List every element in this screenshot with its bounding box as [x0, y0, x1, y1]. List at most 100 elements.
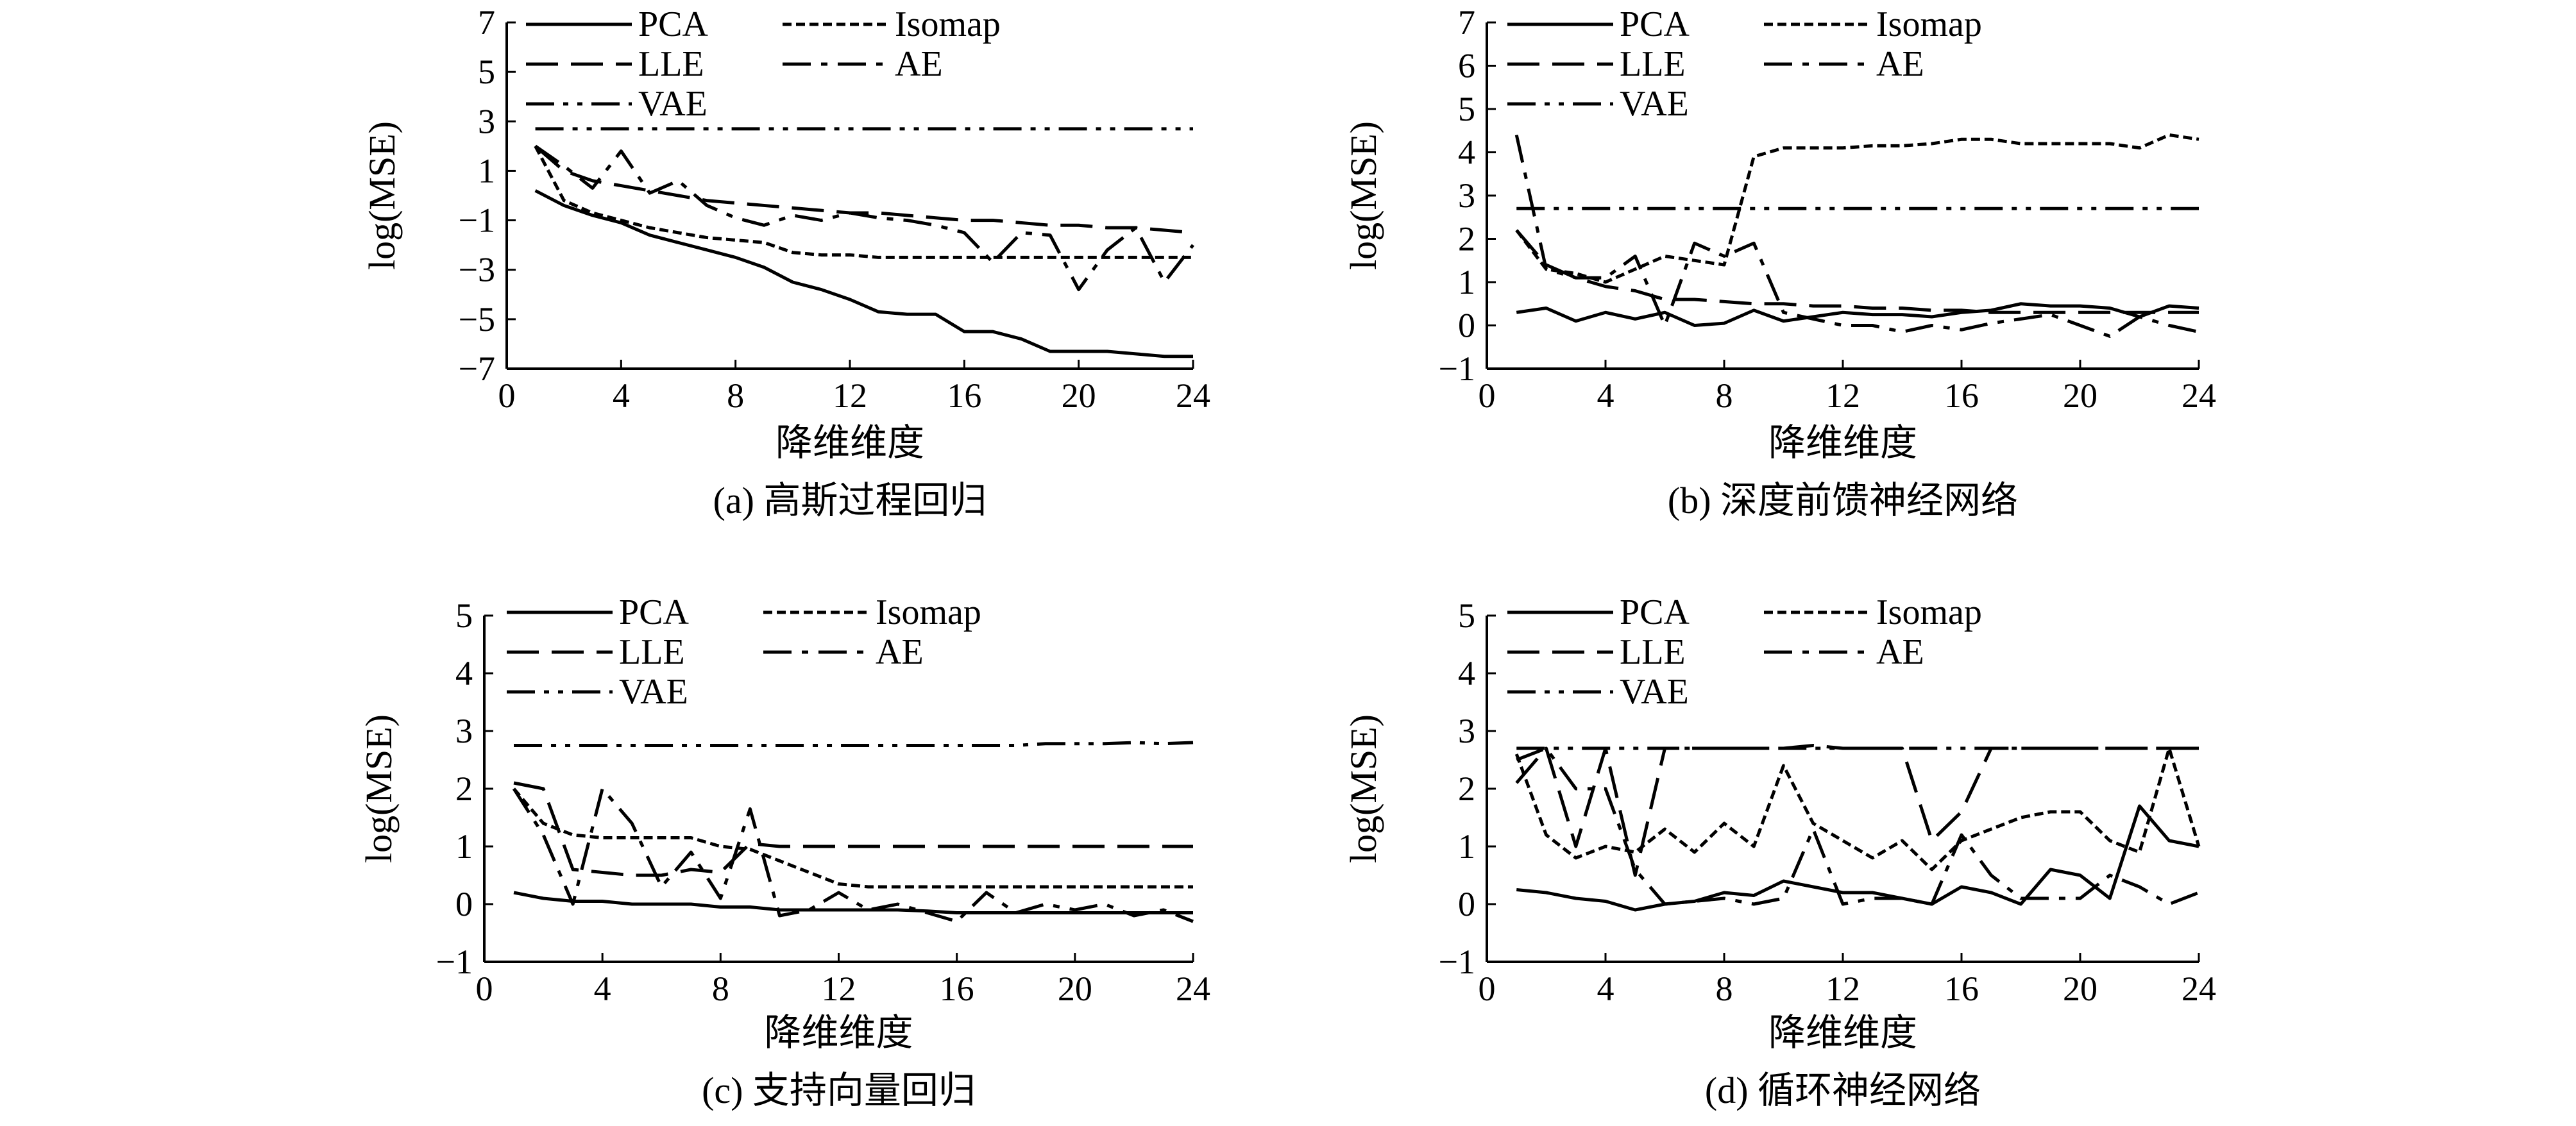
series-line-lle — [513, 781, 1193, 877]
chart-caption: (d) 循环神经网络 — [1705, 1070, 1981, 1111]
y-tick-label: 1 — [1458, 827, 1475, 866]
x-axis-label: 降维维度 — [1768, 422, 1917, 464]
series-line-lle — [1515, 744, 2199, 877]
y-tick-label: 7 — [1458, 3, 1475, 42]
y-tick-label: 0 — [1458, 307, 1475, 345]
legend-label-vae: VAE — [619, 672, 688, 712]
x-tick-label: 4 — [594, 970, 611, 1008]
legend-label-isomap: Isomap — [1876, 4, 1982, 44]
legend-label-ae: AE — [1876, 632, 1924, 672]
series-line-pca — [1516, 804, 2199, 912]
y-tick-label: 5 — [455, 596, 473, 635]
y-tick-label: −3 — [459, 251, 495, 289]
legend-label-ae: AE — [1876, 44, 1924, 84]
y-tick-label: 3 — [478, 102, 495, 140]
x-tick-label: 20 — [2063, 376, 2097, 415]
legend-label-lle: LLE — [1620, 632, 1686, 672]
x-tick-label: 0 — [1479, 376, 1496, 415]
y-tick-label: −7 — [459, 349, 495, 388]
x-tick-label: 8 — [727, 376, 744, 415]
legend-label-pca: PCA — [619, 592, 689, 632]
x-axis-label: 降维维度 — [1768, 1012, 1917, 1054]
x-tick-label: 12 — [1826, 376, 1860, 415]
x-tick-label: 12 — [822, 970, 856, 1008]
y-tick-label: −1 — [1439, 349, 1475, 388]
legend-label-pca: PCA — [638, 4, 708, 44]
x-tick-label: 12 — [833, 376, 867, 415]
y-tick-label: 2 — [1458, 220, 1475, 258]
series-line-isomap — [513, 787, 1193, 889]
legend-label-pca: PCA — [1620, 4, 1690, 44]
y-tick-label: 4 — [1458, 133, 1475, 172]
y-tick-label: 1 — [478, 151, 495, 190]
series-line-vae — [514, 741, 1194, 747]
x-tick-label: 8 — [1716, 376, 1733, 415]
series-line-pca — [534, 189, 1193, 358]
x-tick-label: 0 — [1479, 970, 1496, 1008]
series-line-ae — [1516, 746, 2199, 906]
y-tick-label: 6 — [1458, 47, 1475, 85]
y-tick-label: 4 — [455, 654, 473, 693]
x-tick-label: 8 — [712, 970, 729, 1008]
x-tick-label: 24 — [2182, 970, 2216, 1008]
series-line-lle — [534, 144, 1194, 235]
y-tick-label: 2 — [1458, 769, 1475, 808]
series-line-isomap — [1514, 746, 2201, 871]
y-tick-label: 5 — [1458, 596, 1475, 635]
y-tick-label: 1 — [455, 827, 473, 866]
x-axis-label: 降维维度 — [775, 422, 924, 464]
chart-panel-1: 0 4 8 12 16 20 24 −7 −5 −3 −1 1 3 5 7 降维维度 log(MSE) (a) 高… — [361, 3, 1210, 521]
y-axis-label: log(MSE) — [1343, 121, 1384, 270]
y-tick-label: −1 — [459, 201, 495, 240]
x-tick-label: 20 — [1062, 376, 1096, 415]
series-line-ae — [1514, 134, 2199, 338]
x-tick-label: 0 — [498, 376, 516, 415]
y-tick-label: 1 — [1458, 263, 1475, 301]
x-tick-label: 16 — [940, 970, 974, 1008]
y-tick-label: −1 — [436, 943, 473, 981]
x-tick-label: 0 — [476, 970, 493, 1008]
y-tick-label: 3 — [1458, 176, 1475, 215]
legend-label-isomap: Isomap — [895, 4, 1001, 44]
legend-label-lle: LLE — [619, 632, 685, 672]
legend-label-pca: PCA — [1620, 592, 1690, 632]
y-axis-label: log(MSE) — [358, 714, 400, 863]
x-tick-label: 4 — [613, 376, 630, 415]
y-axis-label: log(MSE) — [361, 121, 403, 270]
y-tick-label: 4 — [1458, 654, 1475, 693]
x-tick-label: 16 — [1944, 376, 1979, 415]
series-line-ae — [512, 787, 1194, 923]
legend-label-ae: AE — [895, 44, 943, 84]
x-tick-label: 4 — [1597, 970, 1614, 1008]
y-tick-label: 0 — [1458, 885, 1475, 923]
series-line-ae — [534, 144, 1194, 292]
y-tick-label: 5 — [1458, 90, 1475, 128]
y-axis-label: log(MSE) — [1343, 714, 1384, 863]
x-tick-label: 4 — [1597, 376, 1614, 415]
x-tick-label: 24 — [1176, 376, 1210, 415]
legend-label-vae: VAE — [638, 84, 708, 124]
y-tick-label: 7 — [478, 3, 495, 42]
series-line-pca — [1516, 302, 2199, 327]
x-tick-label: 12 — [1826, 970, 1860, 1008]
y-tick-label: 5 — [478, 53, 495, 91]
legend-label-ae: AE — [876, 632, 924, 672]
y-tick-label: 3 — [455, 712, 473, 750]
x-tick-label: 24 — [1176, 970, 1210, 1008]
x-tick-label: 16 — [947, 376, 981, 415]
series-line-pca — [513, 891, 1193, 914]
x-tick-label: 20 — [2063, 970, 2097, 1008]
y-tick-label: 2 — [455, 769, 473, 808]
y-tick-label: 3 — [1458, 712, 1475, 750]
x-tick-label: 24 — [2182, 376, 2216, 415]
x-tick-label: 16 — [1944, 970, 1979, 1008]
series-line-isomap — [534, 145, 1193, 259]
legend-label-lle: LLE — [1620, 44, 1686, 84]
x-axis-label: 降维维度 — [764, 1012, 913, 1054]
y-tick-label: −1 — [1439, 943, 1475, 981]
x-tick-label: 8 — [1716, 970, 1733, 1008]
legend-label-vae: VAE — [1620, 672, 1689, 712]
legend-label-isomap: Isomap — [1876, 592, 1982, 632]
